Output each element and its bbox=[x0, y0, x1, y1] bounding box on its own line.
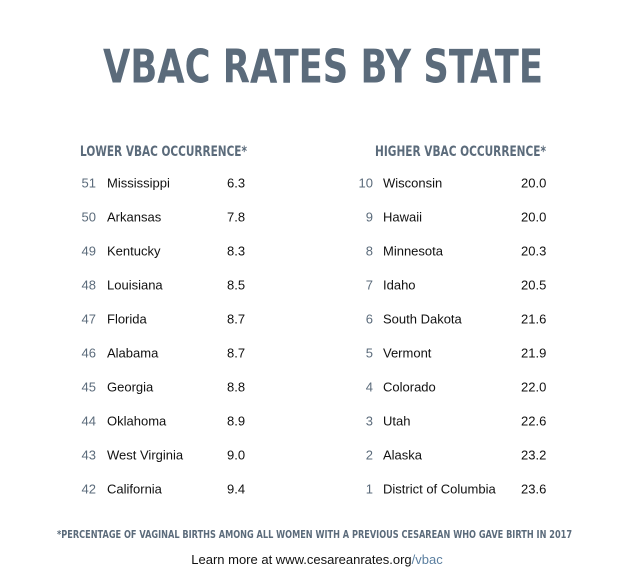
rate: 8.7 bbox=[227, 345, 245, 360]
state-name: Hawaii bbox=[383, 209, 422, 224]
rate: 8.3 bbox=[227, 243, 245, 258]
rate: 20.5 bbox=[521, 277, 546, 292]
rank: 5 bbox=[366, 345, 373, 360]
state-name: Colorado bbox=[383, 379, 436, 394]
rank: 10 bbox=[359, 175, 373, 190]
rank: 9 bbox=[366, 209, 373, 224]
footnote: *PERCENTAGE OF VAGINAL BIRTHS AMONG ALL … bbox=[57, 528, 572, 541]
rank: 49 bbox=[82, 243, 96, 258]
state-name: Georgia bbox=[107, 379, 154, 394]
state-name: Florida bbox=[107, 311, 148, 326]
state-name: Kentucky bbox=[107, 243, 161, 258]
rank: 48 bbox=[82, 277, 96, 292]
rate: 9.4 bbox=[227, 481, 245, 496]
rank: 1 bbox=[366, 481, 373, 496]
rate: 22.0 bbox=[521, 379, 546, 394]
rate: 8.5 bbox=[227, 277, 245, 292]
rank: 45 bbox=[82, 379, 96, 394]
rank: 8 bbox=[366, 243, 373, 258]
state-name: South Dakota bbox=[383, 311, 463, 326]
rate: 20.0 bbox=[521, 175, 546, 190]
state-name: California bbox=[107, 481, 163, 496]
rate: 8.9 bbox=[227, 413, 245, 428]
state-name: West Virginia bbox=[107, 447, 184, 462]
state-name: Minnesota bbox=[383, 243, 444, 258]
rank: 7 bbox=[366, 277, 373, 292]
rank: 44 bbox=[82, 413, 96, 428]
column-heading: LOWER VBAC OCCURRENCE* bbox=[80, 144, 248, 160]
rate: 6.3 bbox=[227, 175, 245, 190]
state-name: Arkansas bbox=[107, 209, 162, 224]
state-name: Vermont bbox=[383, 345, 432, 360]
column-heading: HIGHER VBAC OCCURRENCE* bbox=[375, 144, 547, 160]
rank: 6 bbox=[366, 311, 373, 326]
state-name: Wisconsin bbox=[383, 175, 442, 190]
rate: 20.3 bbox=[521, 243, 546, 258]
state-name: Louisiana bbox=[107, 277, 163, 292]
state-name: Alaska bbox=[383, 447, 423, 462]
footer-text: Learn more at www.cesareanrates.org bbox=[191, 552, 411, 567]
footer-link[interactable]: /vbac bbox=[412, 552, 444, 567]
rank: 2 bbox=[366, 447, 373, 462]
rank: 51 bbox=[82, 175, 96, 190]
rank: 50 bbox=[82, 209, 96, 224]
rate: 21.9 bbox=[521, 345, 546, 360]
rate: 9.0 bbox=[227, 447, 245, 462]
rate: 23.6 bbox=[521, 481, 546, 496]
rank: 46 bbox=[82, 345, 96, 360]
rate: 20.0 bbox=[521, 209, 546, 224]
footer: Learn more at www.cesareanrates.org/vbac bbox=[191, 552, 443, 567]
state-name: Utah bbox=[383, 413, 410, 428]
state-name: Idaho bbox=[383, 277, 416, 292]
rate: 21.6 bbox=[521, 311, 546, 326]
state-name: District of Columbia bbox=[383, 481, 496, 496]
title: VBAC RATES BY STATE bbox=[103, 40, 543, 94]
state-name: Oklahoma bbox=[107, 413, 167, 428]
rank: 43 bbox=[82, 447, 96, 462]
rate: 23.2 bbox=[521, 447, 546, 462]
state-name: Alabama bbox=[107, 345, 159, 360]
state-name: Mississippi bbox=[107, 175, 170, 190]
rank: 4 bbox=[366, 379, 373, 394]
rate: 8.7 bbox=[227, 311, 245, 326]
rate: 22.6 bbox=[521, 413, 546, 428]
rank: 47 bbox=[82, 311, 96, 326]
rank: 3 bbox=[366, 413, 373, 428]
rate: 7.8 bbox=[227, 209, 245, 224]
rank: 42 bbox=[82, 481, 96, 496]
rate: 8.8 bbox=[227, 379, 245, 394]
